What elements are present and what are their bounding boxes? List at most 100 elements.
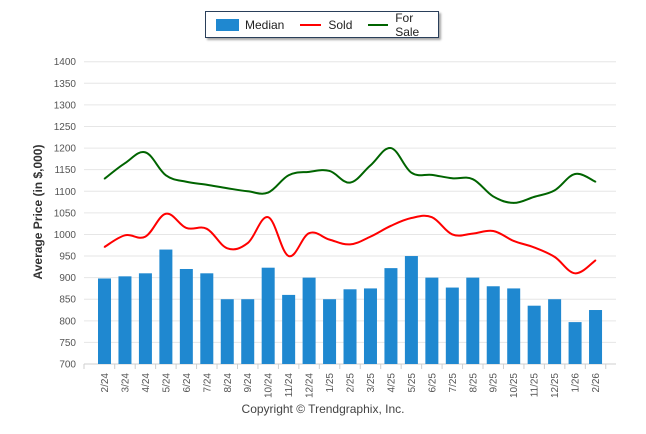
x-axis: 2/24 3/24 4/24 5/24 6/24 7/24 8/24 9/24 10/24 11/… — [83, 364, 607, 398]
bar-median[interactable] — [302, 277, 316, 364]
x-tick-label: 11/25 — [530, 373, 541, 398]
point-for-sale — [165, 174, 167, 177]
y-axis: 700 750 800 850 900 950 1000 1050 1100 1150 1200 12… — [54, 57, 77, 370]
point-for-sale — [308, 171, 310, 173]
point-for-sale — [390, 147, 392, 149]
point-sold — [308, 232, 310, 234]
point-sold — [328, 238, 331, 241]
bar-series-median — [98, 249, 603, 364]
bar-median[interactable] — [568, 322, 582, 364]
point-sold — [533, 246, 535, 249]
point-sold — [267, 216, 269, 218]
x-tick-label: 10/25 — [509, 373, 520, 398]
x-tick-label: 2/24 — [100, 373, 111, 393]
x-tick-label: 10/24 — [264, 373, 275, 398]
legend-label-median: Median — [245, 17, 285, 32]
point-sold — [431, 216, 433, 218]
point-sold — [124, 234, 126, 237]
legend-item-sold[interactable]: Sold — [294, 18, 352, 32]
legend-swatch-median — [216, 18, 239, 31]
x-tick-label: 3/24 — [120, 373, 131, 393]
x-tick-label: 8/24 — [223, 373, 234, 393]
bar-median[interactable] — [343, 289, 357, 364]
x-tick-label: 11/24 — [284, 373, 295, 398]
point-for-sale — [431, 174, 433, 176]
x-tick-label: 6/25 — [427, 373, 438, 393]
x-tick-label: 5/24 — [161, 373, 172, 393]
point-for-sale — [328, 170, 331, 172]
bar-median[interactable] — [363, 288, 377, 364]
bar-median[interactable] — [384, 268, 398, 364]
y-tick-label: 1050 — [54, 208, 77, 219]
legend: Median Sold For Sale — [205, 11, 439, 39]
y-tick-label: 700 — [59, 360, 76, 371]
point-sold — [103, 246, 106, 248]
y-tick-label: 1300 — [54, 100, 77, 111]
y-tick-label: 750 — [59, 338, 76, 349]
point-for-sale — [124, 162, 126, 164]
x-tick-label: 6/24 — [182, 373, 193, 393]
point-for-sale — [594, 180, 597, 183]
point-sold — [574, 272, 576, 275]
bar-median[interactable] — [548, 299, 562, 364]
point-for-sale — [103, 177, 106, 180]
bar-median[interactable] — [323, 299, 337, 364]
point-for-sale — [471, 178, 474, 180]
bar-median[interactable] — [466, 277, 480, 364]
bar-median[interactable] — [159, 249, 173, 364]
legend-swatch-sold — [300, 23, 322, 26]
bar-median[interactable] — [200, 273, 214, 364]
x-tick-label: 3/25 — [366, 373, 377, 393]
y-tick-label: 900 — [59, 273, 76, 284]
bar-median[interactable] — [445, 287, 459, 364]
x-tick-label: 12/25 — [550, 373, 561, 398]
point-for-sale — [533, 196, 535, 198]
point-sold — [287, 255, 290, 257]
grid — [84, 61, 616, 365]
bar-median[interactable] — [261, 267, 275, 364]
bar-median[interactable] — [589, 310, 603, 364]
bar-median[interactable] — [486, 286, 500, 364]
point-sold — [349, 243, 351, 246]
x-tick-label: 9/25 — [489, 373, 500, 393]
x-tick-label: 4/24 — [141, 373, 152, 393]
bar-median[interactable] — [527, 305, 541, 364]
point-sold — [451, 233, 454, 236]
point-sold — [410, 217, 413, 219]
point-for-sale — [246, 190, 249, 193]
point-for-sale — [492, 195, 495, 198]
bar-median[interactable] — [241, 299, 255, 364]
point-sold — [206, 228, 208, 230]
point-sold — [471, 232, 474, 235]
bar-median[interactable] — [404, 256, 418, 364]
line-series — [103, 147, 597, 275]
x-tick-label: 5/25 — [407, 373, 418, 393]
bar-median[interactable] — [98, 278, 111, 364]
legend-label-for-sale: For Sale — [395, 10, 420, 39]
point-for-sale — [369, 164, 372, 167]
legend-item-for-sale[interactable]: For Sale — [362, 11, 438, 39]
bar-median[interactable] — [282, 294, 296, 364]
point-for-sale — [512, 202, 515, 204]
point-sold — [226, 247, 229, 250]
y-tick-label: 1150 — [54, 165, 76, 176]
x-tick-label: 1/25 — [325, 373, 336, 393]
bar-median[interactable] — [220, 299, 234, 364]
y-axis-title: Average Price (in $,000) — [31, 145, 45, 280]
x-tick-label: 9/24 — [243, 373, 254, 393]
line-sold[interactable] — [103, 212, 597, 275]
bar-median[interactable] — [425, 277, 439, 364]
point-sold — [492, 230, 495, 232]
bar-median[interactable] — [179, 268, 193, 364]
line-for-sale[interactable] — [103, 147, 596, 204]
point-for-sale — [451, 177, 454, 180]
point-for-sale — [144, 151, 147, 154]
point-for-sale — [410, 171, 413, 174]
bar-median[interactable] — [118, 276, 132, 364]
legend-item-median[interactable]: Median — [216, 18, 284, 32]
x-tick-label: 4/25 — [386, 373, 397, 393]
y-tick-label: 1200 — [54, 144, 77, 155]
bar-median[interactable] — [138, 273, 152, 364]
bar-median[interactable] — [507, 288, 521, 364]
